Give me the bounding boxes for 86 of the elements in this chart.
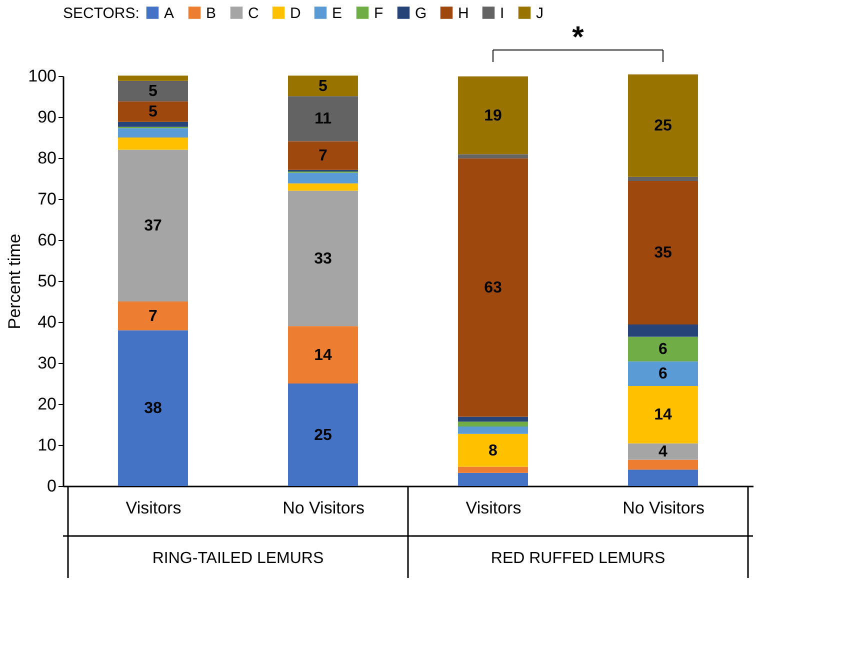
bar (118, 138, 188, 150)
legend-label: J (536, 4, 544, 22)
text: * (572, 21, 584, 54)
bar (458, 416, 528, 422)
bar (118, 330, 188, 486)
text: RED RUFFED LEMURS (490, 550, 666, 567)
legend-title: SECTORS: (63, 5, 140, 22)
legend-label: H (458, 4, 469, 22)
bar (628, 443, 698, 460)
y-tick-label: 60 (38, 230, 56, 250)
y-tick-label: 10 (38, 436, 56, 454)
data-label: 4 (658, 444, 668, 461)
bar (628, 460, 698, 470)
y-tick-label: 40 (38, 312, 56, 332)
bar (118, 302, 188, 330)
legend-label: C (248, 4, 259, 22)
y-tick-label: 90 (38, 108, 56, 126)
bar (118, 80, 188, 102)
text: RING-TAILED LEMURS (152, 550, 324, 567)
y-tick-label: 0 (47, 476, 56, 496)
data-label: 6 (658, 366, 668, 383)
bar (628, 336, 698, 362)
data-label: 7 (148, 308, 158, 325)
bar (288, 190, 358, 326)
bar (458, 76, 528, 154)
legend-label: I (500, 4, 504, 22)
y-tick-label: 100 (28, 66, 56, 86)
x-tick-label: No Visitors (282, 498, 364, 518)
bar (628, 324, 698, 337)
bar (458, 472, 528, 486)
data-label: 38 (144, 400, 162, 418)
y-tick-label: 30 (38, 354, 56, 372)
bar (628, 470, 698, 486)
bar (288, 172, 358, 184)
x-tick-label: Visitors (126, 498, 182, 518)
bar (118, 150, 188, 302)
data-label: 5 (148, 83, 158, 100)
data-label: 11 (314, 110, 332, 128)
data-label: 8 (488, 442, 498, 460)
bar (458, 154, 528, 158)
legend-label: B (206, 4, 216, 22)
bar (458, 426, 528, 434)
bar (628, 386, 698, 444)
y-tick-label: 20 (38, 394, 56, 414)
data-label: 37 (144, 218, 162, 235)
bar (628, 74, 698, 177)
bar (288, 96, 358, 142)
y-tick-label: 50 (38, 272, 56, 290)
bar (458, 422, 528, 427)
data-label: 14 (654, 406, 672, 424)
data-label: 35 (654, 244, 672, 262)
data-label: 5 (148, 104, 158, 121)
data-label: 25 (654, 118, 672, 135)
bar (118, 128, 188, 138)
data-label: 6 (658, 341, 668, 358)
x-tick-label: Visitors (466, 498, 522, 518)
bar (288, 183, 358, 191)
bar (628, 176, 698, 181)
y-tick-label: 70 (38, 190, 56, 208)
data-label: 14 (314, 346, 332, 364)
bar (118, 101, 188, 122)
bar (288, 76, 358, 96)
y-tick-label: 80 (38, 148, 56, 168)
bar (118, 122, 188, 127)
bar (118, 76, 188, 81)
data-label: 5 (318, 78, 328, 95)
data-label: 25 (314, 426, 332, 444)
legend-label: E (332, 4, 342, 22)
legend-label: A (164, 4, 174, 22)
bar (628, 180, 698, 324)
legend-label: F (374, 4, 384, 22)
bar (458, 466, 528, 473)
bar (288, 141, 358, 170)
legend-label: G (415, 4, 427, 22)
legend-label: D (290, 4, 301, 22)
bar (458, 158, 528, 417)
bar (288, 384, 358, 486)
data-label: 7 (318, 148, 328, 165)
data-label: 19 (484, 107, 502, 124)
bar (288, 326, 358, 384)
y-axis-title: Percent time (5, 234, 24, 330)
bar (628, 361, 698, 386)
data-label: 33 (314, 250, 332, 268)
bar (458, 434, 528, 467)
x-tick-label: No Visitors (622, 498, 704, 518)
data-label: 63 (484, 280, 502, 297)
